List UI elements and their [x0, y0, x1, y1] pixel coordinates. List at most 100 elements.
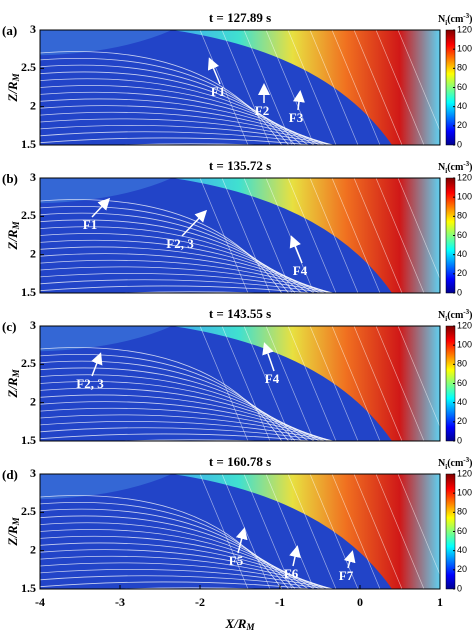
- annotation-arrow: [91, 352, 103, 377]
- x-tick-label: 0: [357, 595, 363, 609]
- annotation: F2, 3: [166, 236, 194, 251]
- plot-frame: [39, 29, 441, 146]
- colorbar-tick-label: 20: [457, 564, 467, 574]
- streamline: [331, 178, 381, 293]
- annotation: F1: [83, 217, 97, 232]
- streamline: [40, 347, 283, 441]
- panel-label: (a): [2, 23, 17, 38]
- streamline: [40, 593, 408, 600]
- y-label-sub: M: [11, 72, 21, 82]
- cb-label-sup: -3: [463, 308, 469, 316]
- plot-frame: [39, 325, 441, 442]
- streamline: [111, 439, 269, 441]
- annotation: F1: [211, 84, 225, 99]
- y-axis-label: Z/RM: [5, 368, 21, 398]
- x-label-base: X/R: [225, 616, 247, 631]
- annotation-arrow: [289, 235, 303, 264]
- cb-label-close: ): [469, 162, 472, 173]
- streamline: [353, 178, 403, 293]
- streamline: [331, 474, 381, 589]
- colorbar-tick-label: 80: [457, 359, 467, 369]
- y-label-sub: M: [11, 220, 21, 230]
- plot-frame: [39, 473, 441, 590]
- streamline: [309, 30, 359, 145]
- magnetosheath: [172, 178, 440, 293]
- panel: (d)t = 160.78 s1.522.53Z/RM-4 -3 -2 -1 0 1X/R…: [2, 454, 472, 632]
- streamline: [265, 30, 315, 145]
- streamline: [40, 199, 283, 293]
- colorbar-tick-label: 80: [457, 507, 467, 517]
- annotation-arrow: [91, 197, 111, 218]
- streamline: [40, 285, 316, 293]
- streamline: [40, 118, 335, 145]
- colorbar-tick-label: 0: [457, 139, 462, 149]
- streamline: [40, 149, 408, 156]
- colorbar-tick-label: 60: [457, 526, 467, 536]
- cb-label-base: N: [438, 310, 446, 321]
- streamline: [397, 30, 440, 132]
- cb-label-sub: i: [445, 167, 447, 175]
- x-axis-label: X/RM: [225, 616, 256, 632]
- annotation: F3: [289, 110, 304, 125]
- heatmap-image: [40, 30, 440, 156]
- streamline: [199, 326, 249, 441]
- annotation-arrow: [181, 209, 208, 237]
- y-label-base: Z/R: [5, 81, 20, 103]
- streamline: [397, 326, 440, 428]
- y-tick-label: 2: [30, 246, 36, 260]
- streamline: [243, 326, 293, 441]
- streamline: [40, 51, 283, 145]
- annotation: F6: [284, 566, 299, 581]
- streamline: [397, 474, 440, 576]
- magnetosheath: [172, 474, 440, 589]
- cb-label-unit: (cm: [447, 458, 464, 469]
- y-tick-label: 1.5: [21, 137, 36, 151]
- cb-label-sub: i: [445, 19, 447, 27]
- streamline: [40, 495, 283, 589]
- heatmap-image: [40, 474, 440, 600]
- cb-label-base: N: [438, 458, 446, 469]
- streamline: [375, 474, 425, 589]
- streamline: [40, 266, 335, 293]
- colorbar-tick-label: 100: [457, 192, 472, 202]
- streamline: [375, 178, 425, 293]
- streamline: [353, 326, 403, 441]
- annotation: F4: [265, 371, 280, 386]
- x-tick-label: -1: [275, 595, 285, 609]
- annotation-arrow: [262, 342, 275, 372]
- streamline: [287, 178, 337, 293]
- y-tick-label: 1.5: [21, 285, 36, 299]
- x-tick-label: 1: [437, 595, 443, 609]
- panel-label: (c): [2, 319, 16, 334]
- streamline: [353, 30, 403, 145]
- streamline: [40, 279, 330, 293]
- colorbar-tick-label: 80: [457, 211, 467, 221]
- streamline: [40, 562, 335, 589]
- colorbar-tick-label: 100: [457, 44, 472, 54]
- colorbar-label: Ni(cm-3): [438, 308, 472, 323]
- y-tick-label: 3: [30, 170, 36, 184]
- colorbar-tick-label: 100: [457, 488, 472, 498]
- x-label-sub: M: [245, 622, 255, 632]
- annotation-arrow: [292, 90, 305, 111]
- y-label-sub: M: [11, 516, 21, 526]
- y-tick-label: 2.5: [21, 208, 36, 222]
- colorbar-tick-label: 40: [457, 101, 467, 111]
- colorbar-tick-label: 60: [457, 378, 467, 388]
- annotation: F2, 3: [76, 376, 104, 391]
- y-tick-label: 1.5: [21, 433, 36, 447]
- cb-label-sup: -3: [463, 12, 469, 20]
- upper-region: [40, 178, 172, 204]
- y-tick-label: 2: [30, 394, 36, 408]
- streamline: [40, 427, 330, 441]
- colorbar-tick-label: 0: [457, 583, 462, 593]
- streamline: [375, 30, 425, 145]
- panel-title: t = 127.89 s: [209, 10, 271, 25]
- cb-label-sub: i: [445, 315, 447, 323]
- streamline: [111, 143, 269, 145]
- x-tick-label: -3: [115, 595, 125, 609]
- colorbar-tick-label: 120: [457, 24, 472, 34]
- colorbar-tick-label: 120: [457, 172, 472, 182]
- x-tick-label: -2: [195, 595, 205, 609]
- streamline: [40, 445, 408, 452]
